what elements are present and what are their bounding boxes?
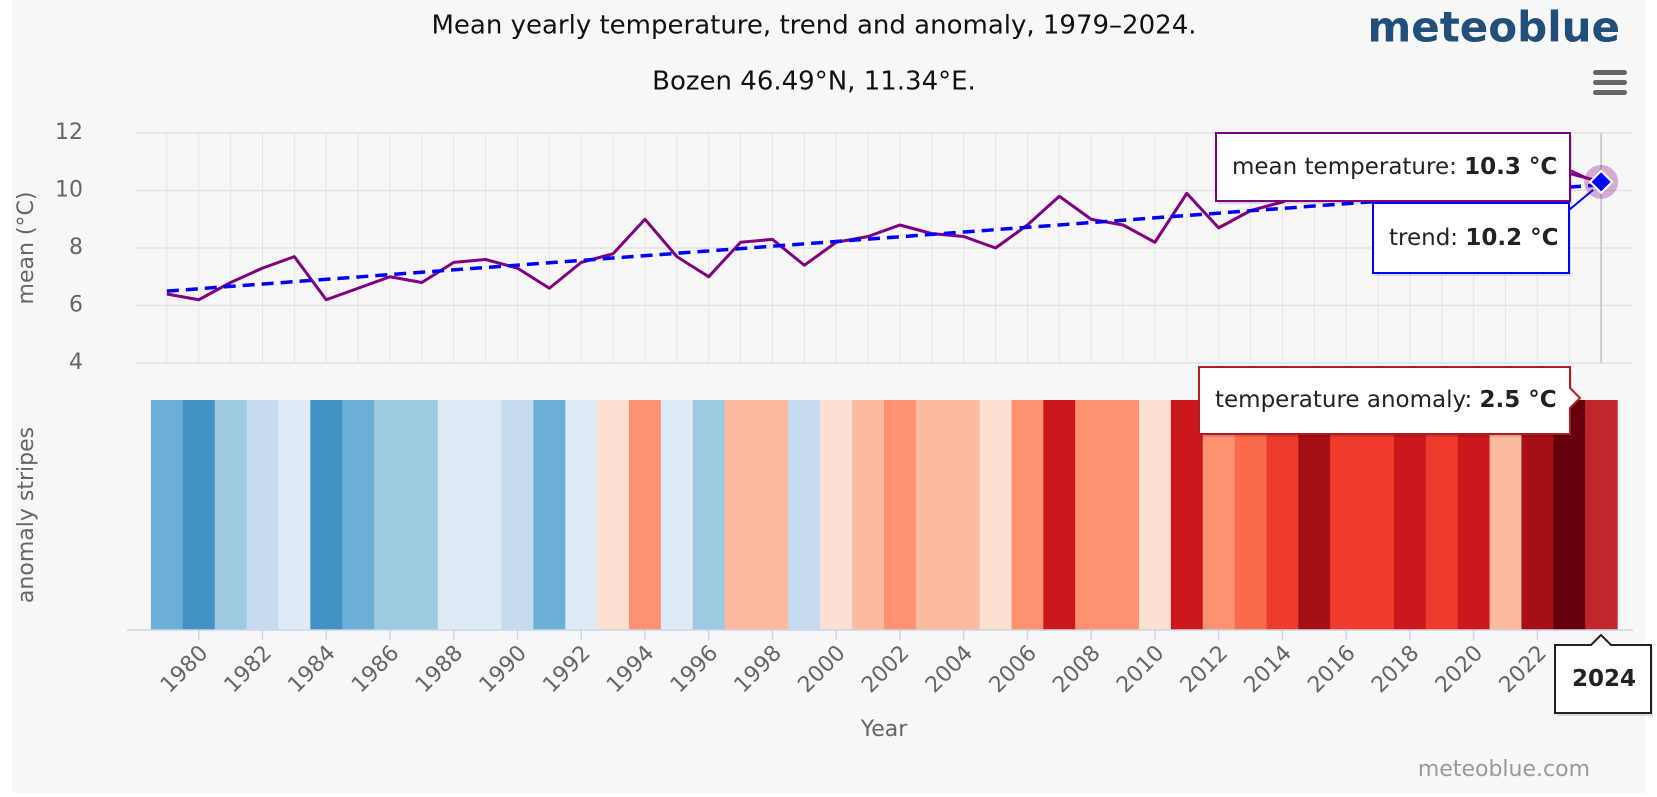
- tooltip-anomaly: temperature anomaly: 2.5 °C: [1198, 366, 1582, 437]
- y-tick-label: 10: [55, 178, 83, 203]
- anomaly-stripe: [565, 400, 598, 630]
- anomaly-stripe: [278, 400, 311, 630]
- anomaly-stripe: [1298, 400, 1331, 630]
- tooltip-text: trend: 10.2 °C: [1389, 225, 1559, 251]
- anomaly-stripe: [820, 400, 853, 630]
- anomaly-stripe: [724, 400, 758, 630]
- chart-title: Mean yearly temperature, trend and anoma…: [432, 11, 1197, 41]
- tooltip-text: temperature anomaly: 2.5 °C: [1215, 387, 1557, 413]
- y-axis-title: mean (°C): [14, 192, 39, 305]
- menu-bar: [1593, 80, 1627, 85]
- anomaly-stripe: [1521, 400, 1554, 630]
- anomaly-stripe: [374, 400, 407, 630]
- anomaly-stripe: [756, 400, 789, 630]
- anomaly-stripe: [214, 400, 248, 630]
- tooltip-value: 2024: [1572, 666, 1636, 692]
- anomaly-stripe: [1489, 400, 1523, 630]
- tooltip-colon: :: [1450, 225, 1465, 251]
- tooltip-value: 10.3 °C: [1464, 154, 1557, 180]
- anomaly-stripe: [660, 400, 694, 630]
- anomaly-stripe: [1266, 400, 1299, 630]
- tooltip-box: [1372, 202, 1570, 274]
- anomaly-stripe: [1138, 400, 1172, 630]
- anomaly-stripe: [788, 400, 821, 630]
- anomaly-stripe: [501, 400, 535, 630]
- anomaly-stripe: [979, 400, 1013, 630]
- tooltip-connector: [1568, 189, 1594, 211]
- anomaly-stripe: [150, 400, 184, 630]
- logo[interactable]: meteoblue: [1367, 3, 1620, 52]
- tooltip-year: 2024: [1554, 633, 1653, 716]
- anomaly-stripe: [246, 400, 280, 630]
- y-tick-label: 12: [55, 120, 83, 145]
- menu-bar: [1593, 70, 1627, 75]
- tooltip-label: mean temperature: [1232, 154, 1449, 180]
- tooltip-value: 10.2 °C: [1465, 225, 1558, 251]
- tooltip-box: [1554, 633, 1652, 714]
- trend-line: [166, 183, 1602, 293]
- tooltip-label: temperature anomaly: [1215, 387, 1466, 413]
- x-axis-title: Year: [860, 717, 909, 742]
- anomaly-stripe: [1362, 400, 1395, 630]
- anomaly-stripe: [1107, 400, 1140, 630]
- anomaly-stripe: [469, 400, 503, 630]
- anomaly-stripe: [629, 400, 662, 630]
- anomaly-stripe: [1330, 400, 1363, 630]
- anomaly-stripe: [1043, 400, 1076, 630]
- anomaly-stripe: [182, 400, 216, 630]
- tooltip-label: trend: [1389, 225, 1450, 251]
- tooltip-text: 2024: [1572, 666, 1636, 692]
- anomaly-stripe: [1457, 400, 1491, 630]
- credit[interactable]: meteoblue.com: [1418, 757, 1590, 782]
- tooltip-colon: :: [1464, 387, 1479, 413]
- y-tick-label: 4: [69, 350, 83, 375]
- tooltip-mean: mean temperature: 10.3 °C: [1215, 132, 1588, 204]
- anomaly-stripe: [342, 400, 375, 630]
- anomaly-stripe: [1553, 400, 1586, 630]
- anomaly-stripe: [852, 400, 885, 630]
- anomaly-stripe: [915, 400, 949, 630]
- anomaly-stripe: [1011, 400, 1044, 630]
- tooltip-box: [1198, 366, 1582, 435]
- anomaly-stripe: [1170, 400, 1204, 630]
- anomaly-stripe: [1202, 400, 1236, 630]
- anomaly-stripe: [405, 400, 439, 630]
- anomaly-stripe: [947, 400, 981, 630]
- tooltip-colon: :: [1449, 154, 1464, 180]
- anomaly-stripe: [1585, 400, 1618, 630]
- anomaly-stripe: [437, 400, 471, 630]
- y-tick-label: 6: [69, 293, 83, 318]
- tooltip-box: [1215, 132, 1571, 202]
- anomaly-stripe: [597, 400, 630, 630]
- menu-button[interactable]: [1593, 70, 1627, 95]
- menu-bar: [1593, 90, 1627, 95]
- tooltip-connector: [1569, 169, 1588, 179]
- anomaly-stripe: [1393, 400, 1427, 630]
- y-tick-label: 8: [69, 235, 83, 260]
- anomaly-stripe: [1425, 400, 1459, 630]
- tooltip-trend: trend: 10.2 °C: [1372, 189, 1594, 276]
- chart-subtitle: Bozen 46.49°N, 11.34°E.: [652, 67, 976, 97]
- tooltip-text: mean temperature: 10.3 °C: [1232, 154, 1557, 180]
- anomaly-stripe: [1234, 400, 1268, 630]
- stripes-axis-title: anomaly stripes: [14, 427, 39, 603]
- tooltip-value: 2.5 °C: [1480, 387, 1557, 413]
- anomaly-stripe: [310, 400, 343, 630]
- anomaly-stripe: [884, 400, 917, 630]
- anomaly-stripe: [692, 400, 726, 630]
- anomaly-stripe: [1075, 400, 1108, 630]
- anomaly-stripe: [533, 400, 566, 630]
- hover-marker: [1588, 169, 1614, 195]
